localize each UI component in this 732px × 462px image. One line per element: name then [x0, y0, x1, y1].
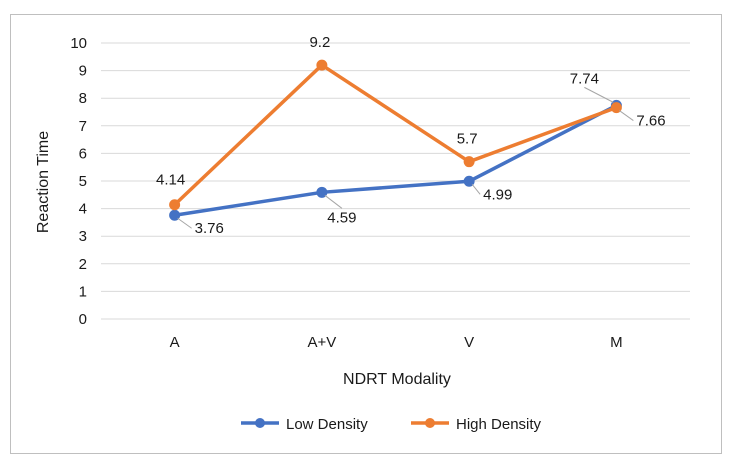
data-point-low-density	[316, 186, 328, 198]
legend: Low Density High Density	[241, 416, 542, 433]
leader-line-low-density	[471, 183, 481, 195]
data-label-low-density: 7.74	[570, 70, 599, 87]
series-line-low-density	[174, 103, 618, 217]
y-tick-label: 6	[79, 145, 87, 162]
data-labels: 3.76 4.59 4.99 7.74 4.14 9.2 5.7 7.66	[156, 34, 666, 237]
data-label-high-density: 5.7	[457, 131, 478, 148]
legend-marker-high-density	[425, 418, 435, 428]
data-label-low-density: 4.59	[327, 209, 356, 226]
chart-frame	[10, 14, 722, 454]
data-label-high-density: 4.14	[156, 172, 185, 189]
y-tick-label: 8	[79, 90, 87, 107]
data-point-high-density	[169, 199, 181, 211]
data-label-low-density: 3.76	[195, 220, 224, 237]
data-point-low-density	[463, 175, 475, 187]
data-point-high-density	[610, 102, 622, 114]
legend-label-low-density: Low Density	[286, 416, 368, 433]
data-label-high-density: 7.66	[636, 113, 665, 130]
x-tick-labels: A A+V V M	[170, 334, 623, 351]
legend-marker-low-density	[255, 418, 265, 428]
y-axis-title: Reaction Time	[35, 131, 52, 233]
data-label-high-density: 9.2	[309, 34, 330, 51]
x-tick-label: A+V	[307, 334, 336, 351]
y-tick-label: 10	[70, 35, 87, 52]
y-tick-label: 1	[79, 283, 87, 300]
leader-line-high-density	[619, 110, 634, 121]
y-tick-label: 7	[79, 118, 87, 135]
data-point-high-density	[463, 156, 475, 168]
legend-label-high-density: High Density	[456, 416, 542, 433]
x-axis-title: NDRT Modality	[343, 371, 451, 388]
y-tick-label: 0	[79, 311, 87, 328]
series-lines	[169, 59, 622, 221]
y-tick-label: 9	[79, 63, 87, 80]
gridlines	[101, 42, 690, 320]
data-point-high-density	[316, 59, 328, 71]
leader-line-low-density	[584, 86, 614, 103]
x-tick-label: V	[464, 334, 474, 351]
series-line-high-density	[173, 63, 617, 207]
x-tick-label: A	[170, 334, 180, 351]
x-tick-label: M	[610, 334, 623, 351]
leader-line-low-density	[324, 194, 343, 209]
label-leader-lines	[177, 86, 634, 229]
data-label-low-density: 4.99	[483, 186, 512, 203]
y-tick-label: 2	[79, 256, 87, 273]
y-tick-label: 4	[79, 201, 87, 218]
y-tick-label: 3	[79, 228, 87, 245]
y-tick-label: 5	[79, 173, 87, 190]
leader-line-low-density	[177, 217, 192, 229]
y-tick-labels: 0 1 2 3 4 5 6 7 8 9 10	[70, 35, 87, 328]
